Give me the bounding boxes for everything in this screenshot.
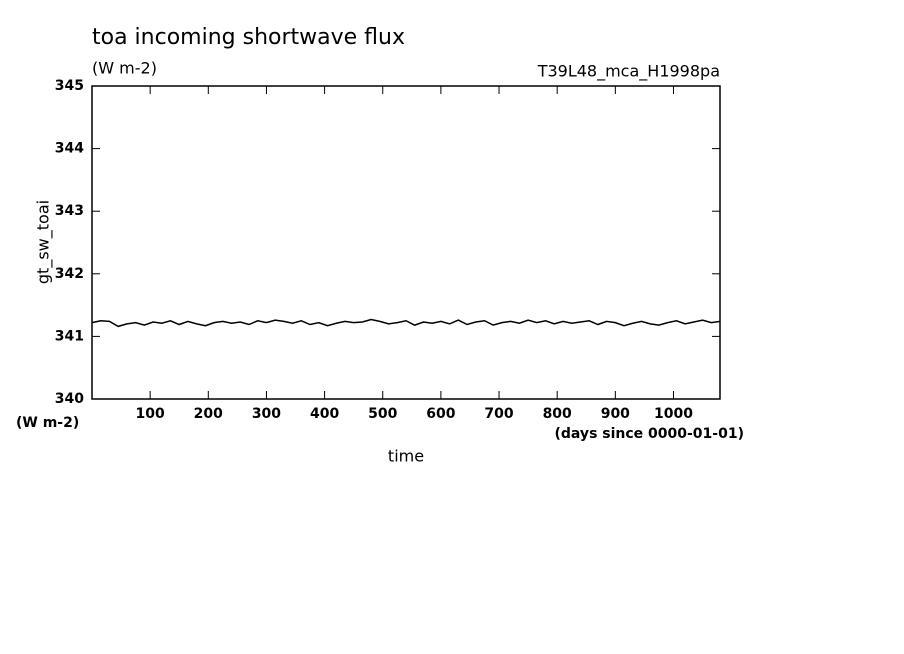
y-unit: (W m-2) xyxy=(16,415,79,431)
x-axis-label: time xyxy=(388,447,424,466)
y-tick-label: 341 xyxy=(55,328,84,344)
x-tick-label: 800 xyxy=(543,406,572,422)
x-tick-label: 700 xyxy=(484,406,513,422)
x-unit: (days since 0000-01-01) xyxy=(555,426,745,442)
x-tick-label: 200 xyxy=(194,406,223,422)
x-tick-label: 400 xyxy=(310,406,339,422)
x-tick-label: 1000 xyxy=(654,406,693,422)
y-tick-label: 344 xyxy=(55,141,84,157)
y-tick-label: 343 xyxy=(55,203,84,219)
x-tick-label: 100 xyxy=(136,406,165,422)
x-tick-label: 300 xyxy=(252,406,281,422)
data-line xyxy=(91,318,721,328)
y-tick-label: 340 xyxy=(55,391,84,407)
x-tick-label: 600 xyxy=(426,406,455,422)
y-tick-label: 342 xyxy=(55,266,84,282)
y-tick-label: 345 xyxy=(55,78,84,94)
y-axis-label: gt_sw_toai xyxy=(34,200,54,284)
x-tick-label: 500 xyxy=(368,406,397,422)
x-tick-label: 900 xyxy=(601,406,630,422)
plot-frame xyxy=(91,85,721,400)
annotation: T39L48_mca_H1998pa xyxy=(537,62,720,82)
chart-title: toa incoming shortwave flux xyxy=(92,25,405,50)
chart-subtitle: (W m-2) xyxy=(92,59,157,78)
